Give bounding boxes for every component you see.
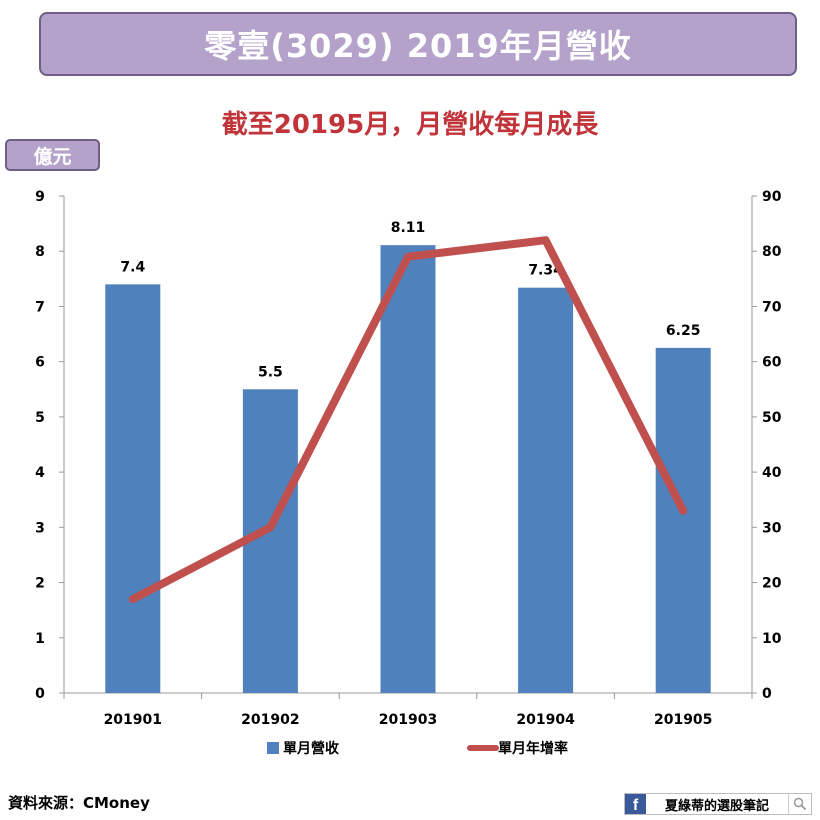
- y-left-tick-label: 3: [35, 520, 45, 536]
- x-tick-label: 201901: [104, 712, 162, 728]
- y-right-tick-label: 20: [762, 576, 782, 592]
- page-title: 零壹(3029) 2019年月營收: [204, 27, 632, 65]
- y-left-tick-label: 5: [35, 410, 45, 426]
- y-right-tick-label: 90: [762, 189, 782, 205]
- y-right-tick-label: 70: [762, 299, 782, 315]
- y-left-tick-label: 7: [35, 299, 45, 315]
- bar-data-label: 6.25: [666, 323, 701, 339]
- line-series: [128, 236, 688, 604]
- y-right-tick-label: 60: [762, 355, 782, 371]
- brand-badge[interactable]: f 夏綠蒂的選股筆記: [624, 793, 812, 815]
- y-left-tick-label: 8: [35, 244, 45, 260]
- bar: [105, 284, 161, 693]
- y-left-tick-label: 6: [35, 355, 45, 371]
- bar: [380, 245, 436, 694]
- unit-badge: 億元: [5, 139, 100, 171]
- legend-label-bar: 單月營收: [283, 740, 340, 757]
- x-tick-label: 201902: [241, 712, 299, 728]
- legend-swatch-bar: [267, 742, 279, 754]
- bar-data-label: 5.5: [258, 364, 283, 380]
- bar-data-label: 7.4: [120, 259, 145, 275]
- bar: [655, 347, 711, 693]
- y-right-tick-label: 10: [762, 631, 782, 647]
- x-tick-label: 201905: [654, 712, 712, 728]
- chart-title-banner: 零壹(3029) 2019年月營收: [39, 12, 797, 76]
- y-left-tick-label: 1: [35, 631, 45, 647]
- y-right-tick-label: 50: [762, 410, 782, 426]
- y-right-tick-label: 80: [762, 244, 782, 260]
- y-left-tick-label: 4: [35, 465, 45, 481]
- legend-label-line: 單月年增率: [498, 740, 568, 757]
- y-left-tick-label: 9: [35, 189, 45, 205]
- y-left-tick-label: 2: [35, 576, 45, 592]
- x-tick-label: 201903: [379, 712, 437, 728]
- bar-data-label: 8.11: [391, 220, 426, 236]
- bar: [518, 287, 574, 693]
- brand-name: 夏綠蒂的選股筆記: [664, 798, 769, 814]
- y-right-tick-label: 40: [762, 465, 782, 481]
- source-note: 資料來源：CMoney: [8, 794, 150, 812]
- y-right-tick-label: 0: [762, 686, 772, 702]
- facebook-icon[interactable]: f: [625, 794, 646, 814]
- y-right-tick-label: 30: [762, 520, 782, 536]
- x-tick-label: 201904: [516, 712, 575, 728]
- search-icon[interactable]: [788, 794, 811, 814]
- y-left-tick-label: 0: [35, 686, 45, 702]
- bar-data-label: 7.34: [528, 263, 563, 279]
- chart-subtitle: 截至20195月，月營收每月成長: [221, 110, 599, 140]
- unit-label: 億元: [33, 145, 72, 168]
